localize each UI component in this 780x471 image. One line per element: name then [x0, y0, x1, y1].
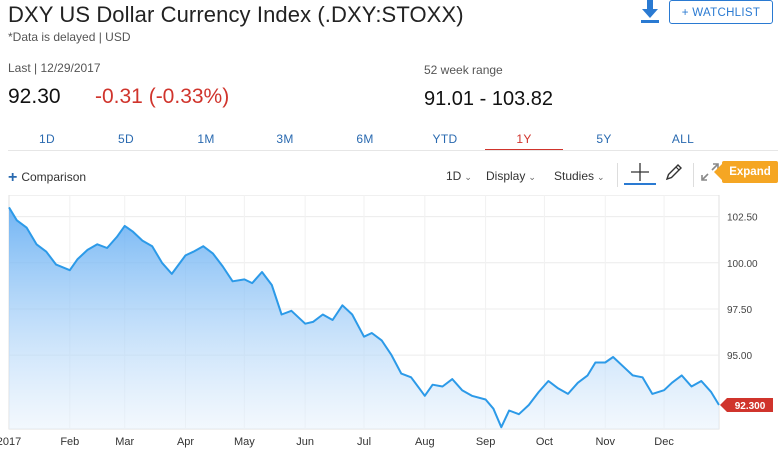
x-tick-label: Mar [115, 436, 134, 448]
tab-1y[interactable]: 1Y [485, 127, 563, 151]
plus-icon: + [8, 169, 18, 186]
chevron-down-icon: ⌄ [464, 172, 472, 182]
tab-ytd[interactable]: YTD [432, 132, 458, 146]
x-tick-label: Dec [654, 436, 674, 448]
series-line [8, 206, 720, 429]
x-tick-label: Jul [357, 436, 371, 448]
draw-tool[interactable] [663, 161, 685, 183]
interval-dropdown[interactable]: 1D ⌄ [446, 169, 472, 183]
x-tick-label: Jun [296, 436, 314, 448]
toolbar-divider [693, 163, 694, 187]
tab-6m[interactable]: 6M [356, 132, 374, 146]
display-label: Display [486, 169, 526, 183]
tab-5y[interactable]: 5Y [596, 132, 612, 146]
page-title: DXY US Dollar Currency Index (.DXY:STOXX… [8, 2, 464, 27]
x-tick-label: 2017 [0, 436, 21, 448]
download-icon[interactable] [639, 0, 661, 24]
week-range-value: 91.01 - 103.82 [424, 88, 553, 110]
comparison-label: Comparison [21, 170, 87, 184]
y-tick-label: 100.00 [727, 259, 758, 270]
x-tick-label: Feb [60, 436, 79, 448]
x-tick-label: Oct [536, 436, 553, 448]
tab-1d[interactable]: 1D [39, 132, 55, 146]
tab-5d[interactable]: 5D [118, 132, 134, 146]
chevron-down-icon: ⌄ [528, 172, 536, 182]
tabs-divider [8, 150, 778, 151]
last-value-pointer [720, 397, 727, 412]
x-tick-label: Nov [595, 436, 615, 448]
last-price: 92.30 [8, 85, 61, 108]
display-dropdown[interactable]: Display ⌄ [486, 169, 536, 183]
watchlist-button[interactable]: + WATCHLIST [669, 0, 773, 24]
x-tick-label: Apr [177, 436, 194, 448]
comparison-button[interactable]: + Comparison [8, 169, 86, 187]
interval-label: 1D [446, 169, 462, 183]
crosshair-icon [631, 163, 649, 181]
tab-3m[interactable]: 3M [276, 132, 294, 146]
expand-button[interactable]: Expand [714, 161, 778, 183]
crosshair-tool[interactable] [624, 161, 656, 185]
series-area [9, 207, 719, 429]
price-chart[interactable]: 102.50 100.00 97.50 95.00 2017 Feb Mar Apr May Ju… [0, 195, 780, 471]
chevron-down-icon: ⌄ [597, 172, 605, 182]
studies-label: Studies [554, 169, 595, 183]
last-value-label: 92.300 [735, 401, 766, 412]
y-tick-label: 97.50 [727, 305, 752, 316]
x-tick-label: Aug [415, 436, 435, 448]
range-tabs: 1D 5D 1M 3M 6M YTD 1Y 5Y ALL [8, 127, 778, 151]
tab-all[interactable]: ALL [671, 132, 695, 146]
last-value-badge [727, 397, 773, 412]
x-tick-label: May [234, 436, 255, 448]
pencil-icon [665, 164, 682, 181]
toolbar-divider [617, 163, 618, 187]
week-range-label: 52 week range [424, 63, 503, 77]
studies-dropdown[interactable]: Studies ⌄ [554, 169, 605, 183]
price-change: -0.31 (-0.33%) [95, 85, 230, 108]
delay-note: *Data is delayed | USD [8, 30, 131, 44]
tab-1m[interactable]: 1M [197, 132, 215, 146]
x-tick-label: Sep [476, 436, 496, 448]
last-date-label: Last | 12/29/2017 [8, 61, 101, 75]
y-tick-label: 102.50 [727, 213, 758, 224]
y-tick-label: 95.00 [727, 351, 752, 362]
